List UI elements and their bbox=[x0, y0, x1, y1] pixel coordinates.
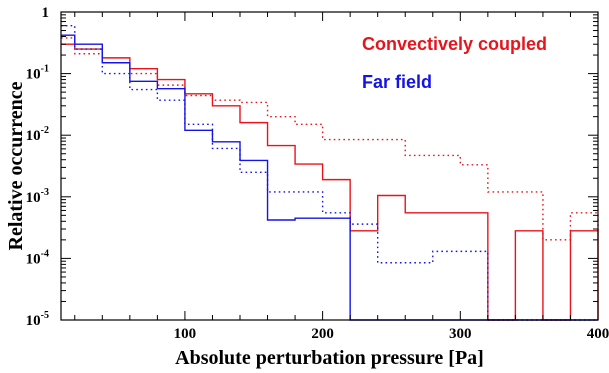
y-axis-title: Relative occurrence bbox=[5, 81, 27, 250]
x-tick-label: 400 bbox=[587, 326, 609, 342]
series-line-3 bbox=[61, 24, 598, 321]
legend: Convectively coupled Far field bbox=[362, 34, 547, 92]
series-line-2 bbox=[61, 34, 598, 321]
y-tick-label: 10-5 bbox=[26, 310, 49, 329]
x-axis-title: Absolute perturbation pressure [Pa] bbox=[175, 347, 484, 369]
plot-frame bbox=[60, 11, 599, 321]
x-tick-label: 100 bbox=[174, 326, 197, 342]
y-tick-label: 10-2 bbox=[26, 125, 49, 144]
series-line-0 bbox=[61, 43, 599, 321]
y-tick-label: 10-1 bbox=[26, 64, 49, 83]
y-tick-label: 1 bbox=[42, 5, 50, 21]
y-tick-label: 10-3 bbox=[26, 187, 49, 206]
tick-labels: 100 200 300 400 10-5 10-4 10-3 10-2 10-1 1 bbox=[26, 5, 609, 342]
x-tick-label: 200 bbox=[311, 326, 334, 342]
y-tick-label: 10-4 bbox=[26, 248, 49, 267]
x-tick-label: 300 bbox=[449, 326, 472, 342]
series-layer bbox=[61, 24, 599, 321]
ticks-layer bbox=[61, 11, 598, 321]
legend-entry: Convectively coupled bbox=[362, 34, 547, 54]
legend-entry: Far field bbox=[362, 72, 432, 92]
